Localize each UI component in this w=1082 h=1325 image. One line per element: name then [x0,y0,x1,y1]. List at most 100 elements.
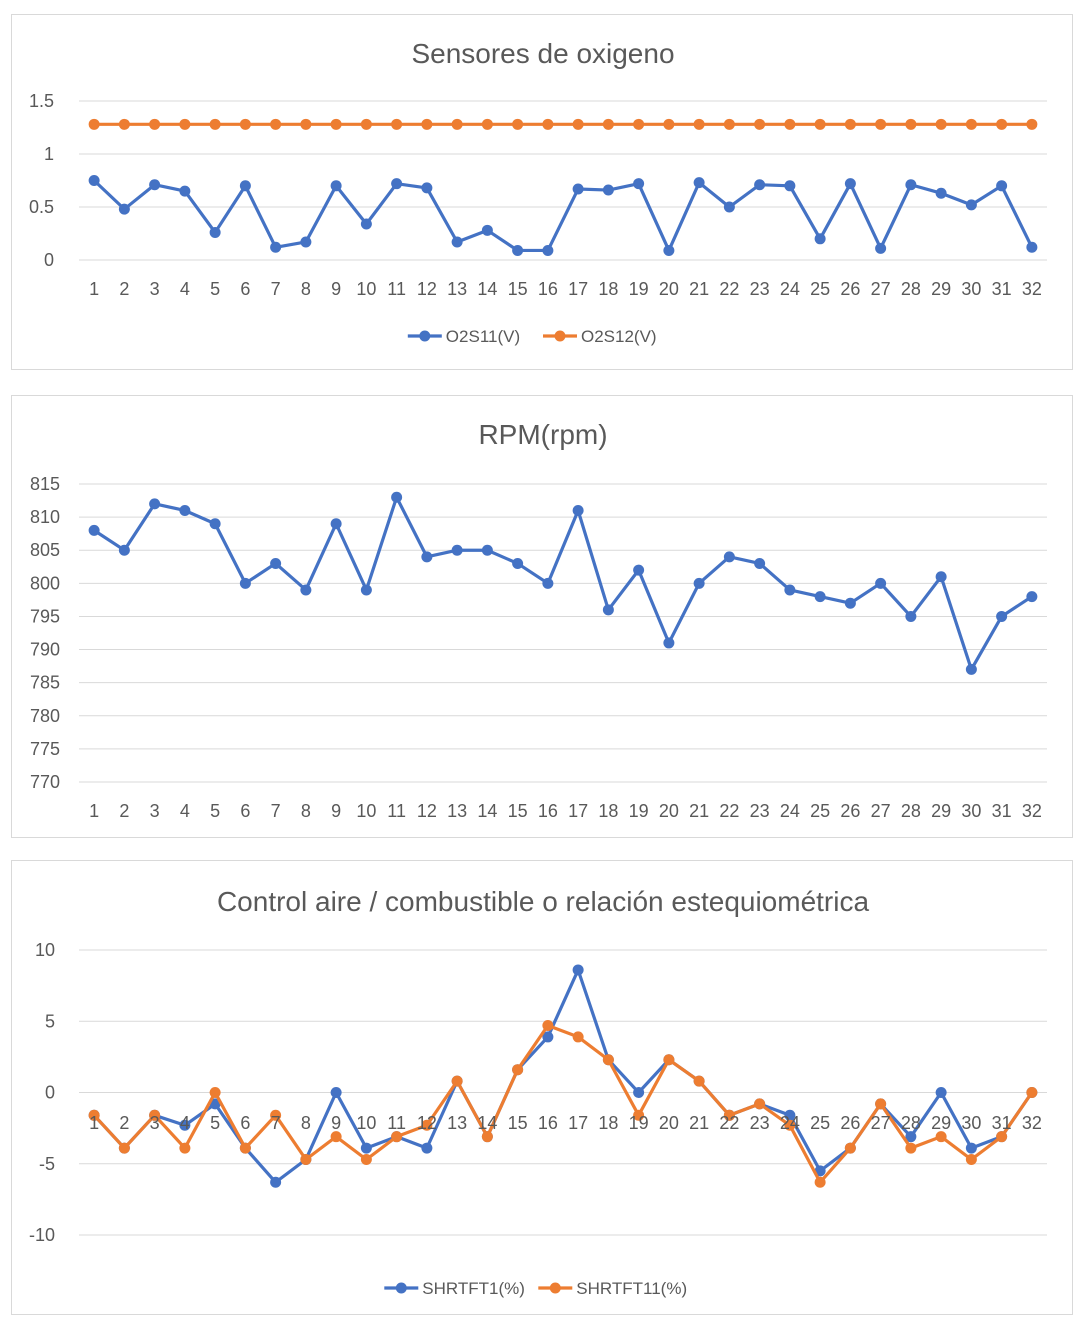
chart3-series-2-point [239,1142,251,1154]
chart2-series-1-point [209,518,221,530]
chart1-series-1-point [179,185,191,197]
chart2-x-tick-label: 31 [992,801,1012,821]
chart2-series-1-point [421,551,433,563]
chart3-series-1-point [814,1165,826,1177]
chart1-series-1-point [391,178,403,190]
chart1-series-1-point [149,179,161,191]
chart3-series-1-point [421,1142,433,1154]
chart3-series-2-point [209,1087,221,1098]
chart2-series-1-point [784,584,796,596]
chart1-series-2-point [481,118,493,130]
chart1-series-2-point [572,118,584,130]
chart1-x-tick-label: 25 [810,279,830,299]
chart2-x-tick-label: 25 [810,801,830,821]
chart2-x-tick-label: 29 [931,801,951,821]
chart1-series-2-point [693,118,705,130]
chart3-x-tick-label: 23 [750,1113,770,1133]
chart3-x-tick-label: 29 [931,1113,951,1133]
chart2-series-1-point [814,591,826,603]
chart3-series-2-point [118,1142,130,1154]
chart3-series-2-point [270,1109,282,1121]
chart2-series-1-point [875,577,887,589]
chart2-y-tick-label: 805 [30,540,60,560]
chart1-series-1-point [451,236,463,248]
chart3-x-tick-label: 22 [719,1113,739,1133]
chart3-series-2-point [421,1119,433,1131]
chart3-series-2-point [693,1075,705,1087]
chart3-series-2-point [512,1064,524,1076]
chart2-x-tick-label: 9 [331,801,341,821]
chart3-series-2-point [905,1142,917,1154]
chart3-x-tick-label: 27 [871,1113,891,1133]
chart2-title: RPM(rpm) [478,419,607,450]
chart3-legend-label: SHRTFT1(%) [422,1279,525,1298]
chart3-x-tick-label: 13 [447,1113,467,1133]
chart1-series-1-point [542,244,554,256]
chart1-series-1-point [360,218,372,230]
chart1-series-2-point [270,118,282,130]
chart2-series-1-point [360,584,372,596]
chart3-series-2-point [965,1153,977,1165]
chart1-series-2-point [814,118,826,130]
chart2-series-1-point [602,604,614,616]
chart3-series-2-point [1026,1087,1038,1098]
chart2-series-1-point [391,491,403,503]
chart2-series-1-point [1026,591,1038,603]
chart2-x-tick-label: 18 [598,801,618,821]
chart1-series-2-point [602,118,614,130]
chart2-series-1-point [633,564,645,576]
chart1-series-1-line [93,179,1034,253]
chart2-y-tick-label: 785 [30,673,60,693]
chart3-series-2-point [633,1109,645,1121]
chart1-series-2-point [844,118,856,130]
chart2-series-1-point [663,637,675,649]
chart3-series-1-line [92,968,1034,1184]
chart1-series-1-point [784,180,796,192]
chart2-x-tick-label: 1 [89,801,99,821]
chart3-series-2-point [149,1109,161,1121]
chart2-y-tick-label: 800 [30,573,60,593]
chart3-x-tick-label: 15 [508,1113,528,1133]
chart1-legend-label: O2S12(V) [581,327,657,346]
chart1-series-1-point [209,226,221,238]
chart1-x-tick-label: 4 [180,279,190,299]
chart1-series-2-point [209,118,221,130]
chart1-series-2-point [784,118,796,130]
chart3-series-2-point [451,1075,463,1087]
chart3-y-tick-label: -10 [29,1225,55,1245]
chart2-series-1-point [935,571,947,583]
chart3-x-tick-label: 10 [356,1113,376,1133]
chart2-x-tick-label: 10 [356,801,376,821]
chart1-x-tick-label: 20 [659,279,679,299]
chart1-series-2-point [905,118,917,130]
chart2-series-1-point [844,597,856,609]
chart1-series-1-point [663,244,675,256]
chart1-series-1-point [693,177,705,189]
chart1-y-tick-label: 1 [44,144,54,164]
chart1-series-2-point [542,118,554,130]
chart1-x-tick-label: 9 [331,279,341,299]
chart1-legend-swatch-marker [554,330,566,342]
chart3-series-2-point [935,1131,947,1143]
chart2-x-tick-label: 7 [271,801,281,821]
chart1-series-2-point [300,118,312,130]
chart3-x-tick-label: 32 [1022,1113,1042,1133]
chart3-series-2-point [300,1153,312,1165]
chart3-series-1-point [270,1176,282,1188]
chart3-x-tick-label: 21 [689,1113,709,1133]
chart1-x-tick-label: 7 [271,279,281,299]
chart2-x-tick-label: 14 [477,801,497,821]
chart2-series-1-point [330,518,342,530]
chart1-y-tick-label: 1.5 [29,91,54,111]
chart3-title: Control aire / combustible o relación es… [217,886,870,917]
chart2-series-1-point [149,498,161,510]
chart1-x-tick-label: 16 [538,279,558,299]
chart1-series-2-point [754,118,766,130]
chart2-x-tick-label: 4 [180,801,190,821]
chart2-series-1-point [542,577,554,589]
chart2-x-tick-label: 16 [538,801,558,821]
chart2-x-tick-label: 12 [417,801,437,821]
chart2-x-tick-label: 15 [508,801,528,821]
chart3-series-1-point [542,1031,554,1043]
